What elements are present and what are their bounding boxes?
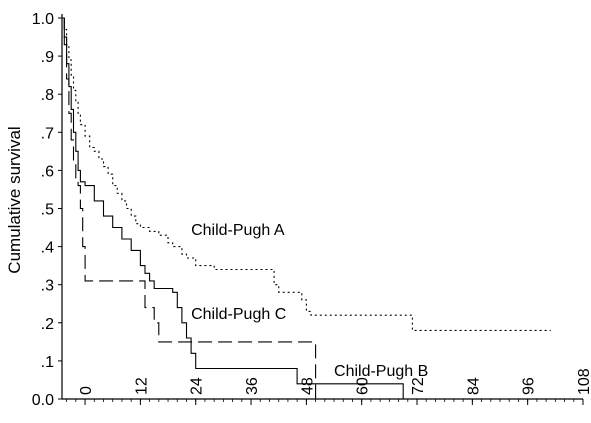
curve-child-pugh-b (62, 17, 404, 399)
y-tick-label: 1.0 (32, 11, 54, 28)
y-axis: 0.0 .1 .2 .3 .4 .5 .6 .7 .8 .9 1.0 (32, 11, 63, 409)
y-tick-label: .7 (41, 125, 54, 142)
y-axis-title: Cumulative survival (5, 126, 24, 273)
y-tick-label: .5 (41, 202, 54, 219)
curve-label: Child-Pugh C (191, 306, 286, 323)
x-tick-label: 84 (465, 377, 482, 395)
x-tick-label: 36 (244, 377, 261, 395)
y-tick-label: .8 (41, 87, 54, 104)
x-tick-label: 12 (133, 377, 150, 395)
curve-label: Child-Pugh B (334, 363, 428, 380)
x-tick-label: 72 (410, 377, 427, 395)
y-tick-label: .4 (41, 240, 54, 257)
y-tick-label: .9 (41, 49, 54, 66)
curve-child-pugh-a (62, 17, 551, 331)
x-tick-label: 24 (189, 377, 206, 395)
y-tick-label: .3 (41, 278, 54, 295)
survival-curves (62, 17, 551, 399)
x-tick-label: 96 (521, 377, 538, 395)
curve-child-pugh-c (62, 17, 317, 399)
curve-labels: Child-Pugh A Child-Pugh C Child-Pugh B (191, 222, 428, 380)
y-tick-label: .2 (41, 316, 54, 333)
x-tick-label: 108 (576, 368, 591, 395)
y-tick-label: .1 (41, 354, 54, 371)
x-axis: 0 12 24 36 48 60 72 84 96 108 (62, 368, 591, 405)
x-tick-label: 60 (355, 377, 372, 395)
x-tick-label: 48 (299, 377, 316, 395)
curve-label: Child-Pugh A (191, 222, 285, 239)
y-tick-label: 0.0 (32, 392, 54, 409)
x-tick-label: 0 (78, 386, 95, 395)
y-tick-label: .6 (41, 163, 54, 180)
